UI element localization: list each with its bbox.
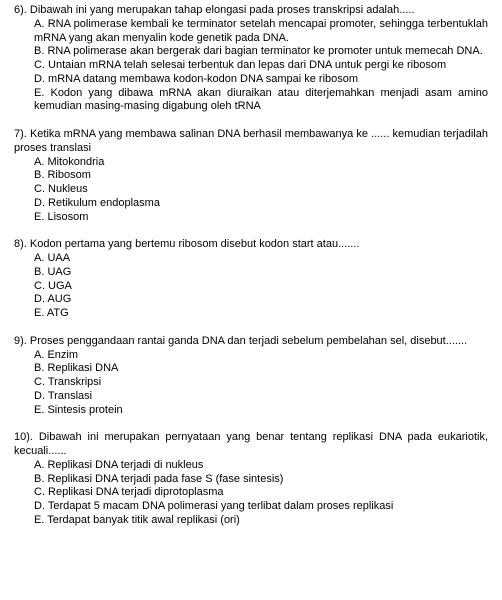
question-6-stem: 6). Dibawah ini yang merupakan tahap elo… [14,4,488,18]
question-8-option-a: A. UAA [34,252,488,266]
question-9-option-b: B. Replikasi DNA [34,362,488,376]
question-6-option-c: C. Untaian mRNA telah selesai terbentuk … [34,59,488,73]
question-10-option-a: A. Replikasi DNA terjadi di nukleus [34,459,488,473]
question-6-options: A. RNA polimerase kembali ke terminator … [14,18,488,114]
question-10: 10). Dibawah ini merupakan pernyataan ya… [14,431,488,527]
question-7: 7). Ketika mRNA yang membawa salinan DNA… [14,128,488,224]
question-6-option-b: B. RNA polimerase akan bergerak dari bag… [34,45,488,59]
question-7-option-a: A. Mitokondria [34,156,488,170]
question-10-options: A. Replikasi DNA terjadi di nukleus B. R… [14,459,488,528]
question-10-option-c: C. Replikasi DNA terjadi diprotoplasma [34,486,488,500]
question-9-stem: 9). Proses penggandaan rantai ganda DNA … [14,335,488,349]
question-6-option-a: A. RNA polimerase kembali ke terminator … [34,18,488,46]
question-6-option-d: D. mRNA datang membawa kodon-kodon DNA s… [34,73,488,87]
question-9: 9). Proses penggandaan rantai ganda DNA … [14,335,488,418]
question-10-option-e: E. Terdapat banyak titik awal replikasi … [34,514,488,528]
question-8-stem: 8). Kodon pertama yang bertemu ribosom d… [14,238,488,252]
question-10-option-d: D. Terdapat 5 macam DNA polimerasi yang … [34,500,488,514]
question-9-option-e: E. Sintesis protein [34,404,488,418]
question-7-option-e: E. Lisosom [34,211,488,225]
question-7-option-b: B. Ribosom [34,169,488,183]
question-8-option-d: D. AUG [34,293,488,307]
question-7-stem: 7). Ketika mRNA yang membawa salinan DNA… [14,128,488,156]
question-6: 6). Dibawah ini yang merupakan tahap elo… [14,4,488,114]
question-8: 8). Kodon pertama yang bertemu ribosom d… [14,238,488,321]
question-9-option-c: C. Transkripsi [34,376,488,390]
question-8-options: A. UAA B. UAG C. UGA D. AUG E. ATG [14,252,488,321]
question-8-option-e: E. ATG [34,307,488,321]
question-10-option-b: B. Replikasi DNA terjadi pada fase S (fa… [34,473,488,487]
question-7-options: A. Mitokondria B. Ribosom C. Nukleus D. … [14,156,488,225]
question-10-stem: 10). Dibawah ini merupakan pernyataan ya… [14,431,488,459]
question-9-option-d: D. Translasi [34,390,488,404]
question-6-option-e: E. Kodon yang dibawa mRNA akan diuraikan… [34,87,488,115]
question-8-option-b: B. UAG [34,266,488,280]
question-9-options: A. Enzim B. Replikasi DNA C. Transkripsi… [14,349,488,418]
question-9-option-a: A. Enzim [34,349,488,363]
question-7-option-d: D. Retikulum endoplasma [34,197,488,211]
question-7-option-c: C. Nukleus [34,183,488,197]
question-8-option-c: C. UGA [34,280,488,294]
